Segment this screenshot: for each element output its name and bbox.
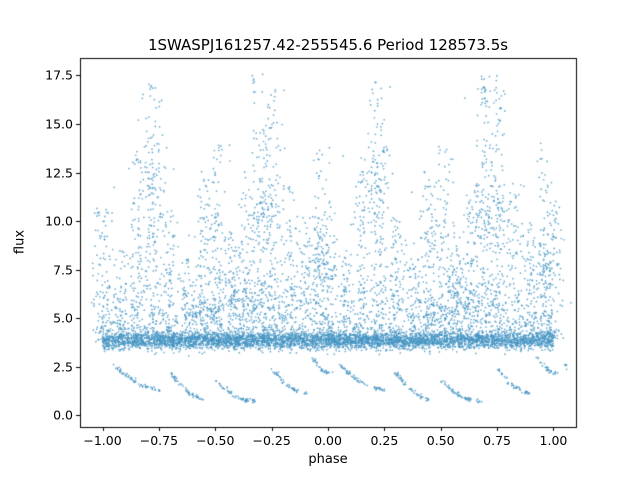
x-tick-label: −1.00 (83, 433, 122, 448)
y-axis-label: flux (12, 229, 28, 255)
x-tick-label: 0.00 (314, 433, 342, 448)
x-tick-label: −0.25 (252, 433, 291, 448)
y-tick-label: 2.5 (53, 359, 73, 375)
x-tick-label: 1.00 (539, 433, 568, 448)
y-tick-label: 5.0 (53, 310, 73, 326)
x-tick-label: 0.50 (426, 433, 455, 448)
x-tick-label: 0.25 (370, 433, 399, 448)
x-tick-label: −0.50 (196, 433, 235, 448)
y-tick-label: 10.0 (45, 213, 73, 229)
y-tick-label: 0.0 (53, 407, 73, 423)
y-tick-label: 15.0 (45, 116, 73, 132)
x-tick-label: 0.75 (483, 433, 511, 448)
y-tick-label: 12.5 (45, 165, 73, 181)
x-tick-label: −0.75 (139, 433, 179, 448)
y-tick-label: 7.5 (53, 262, 73, 278)
y-tick-label: 17.5 (45, 67, 73, 83)
chart-title: 1SWASPJ161257.42-255545.6 Period 128573.… (147, 36, 509, 54)
x-axis-label: phase (308, 452, 348, 467)
